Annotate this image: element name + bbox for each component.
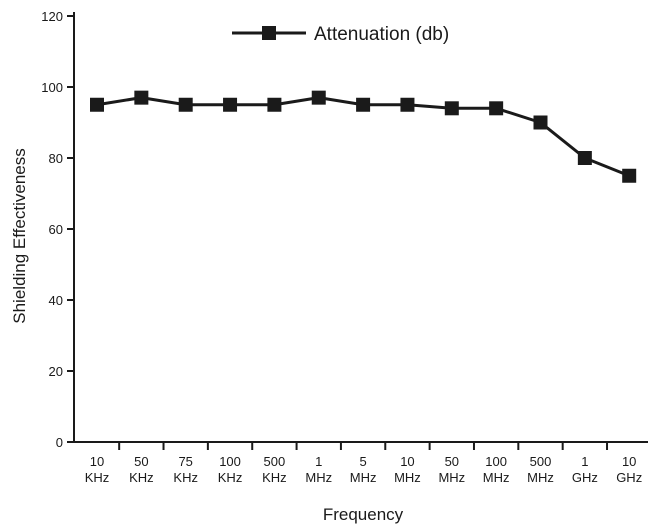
legend-label: Attenuation (db) [314, 24, 449, 45]
y-ticks: 0 20 40 60 80 100 120 [41, 9, 74, 450]
data-point-marker [577, 151, 592, 165]
x-tick-label-unit: MHz [394, 470, 421, 485]
legend-marker [262, 26, 276, 40]
x-tick-label-unit: MHz [438, 470, 465, 485]
x-tick-label-unit: KHz [173, 470, 198, 485]
x-tick-label-unit: KHz [85, 470, 110, 485]
x-tick-label: 1 [315, 454, 322, 469]
legend: Attenuation (db) [232, 24, 449, 45]
data-point-marker [134, 90, 149, 105]
x-tick-label-unit: GHz [616, 470, 642, 485]
x-tick-label-unit: MHz [483, 470, 510, 485]
y-tick-label: 0 [56, 435, 63, 450]
x-axis-title: Frequency [323, 505, 404, 524]
y-tick-label: 40 [49, 293, 63, 308]
x-tick-label: 10 [622, 454, 636, 469]
x-tick-label: 75 [178, 454, 192, 469]
series-layer [90, 90, 637, 183]
x-tick-label: 50 [134, 454, 148, 469]
data-point-marker [311, 90, 326, 105]
y-tick-label: 20 [49, 364, 63, 379]
data-point-marker [489, 101, 504, 116]
x-tick-label-unit: KHz [218, 470, 243, 485]
data-point-marker [267, 97, 282, 112]
x-tick-label: 1 [581, 454, 588, 469]
y-axis-title: Shielding Effectiveness [10, 148, 29, 323]
data-point-marker [533, 115, 548, 130]
y-tick-label: 120 [41, 9, 63, 24]
x-tick-label: 500 [264, 454, 286, 469]
data-point-marker [178, 97, 193, 112]
data-point-marker [444, 101, 459, 116]
x-tick-label-unit: MHz [350, 470, 377, 485]
x-tick-label-unit: GHz [572, 470, 598, 485]
y-tick-label: 100 [41, 80, 63, 95]
x-tick-label: 500 [530, 454, 552, 469]
data-point-marker [622, 168, 637, 183]
y-tick-label: 80 [49, 151, 63, 166]
data-point-marker [356, 97, 371, 112]
x-tick-label-unit: MHz [527, 470, 554, 485]
y-tick-label: 60 [49, 222, 63, 237]
x-ticks: 10KHz50KHz75KHz100KHz500KHz1MHz5MHz10MHz… [85, 442, 642, 485]
x-tick-label: 100 [219, 454, 241, 469]
data-point-marker [400, 97, 415, 112]
x-tick-label: 10 [90, 454, 104, 469]
x-tick-label: 10 [400, 454, 414, 469]
x-tick-label-unit: KHz [262, 470, 287, 485]
data-point-marker [223, 97, 238, 112]
x-tick-label: 5 [359, 454, 366, 469]
x-tick-label: 50 [445, 454, 459, 469]
x-tick-label-unit: MHz [305, 470, 332, 485]
x-tick-label-unit: KHz [129, 470, 154, 485]
x-tick-label: 100 [485, 454, 507, 469]
data-point-marker [90, 97, 104, 112]
